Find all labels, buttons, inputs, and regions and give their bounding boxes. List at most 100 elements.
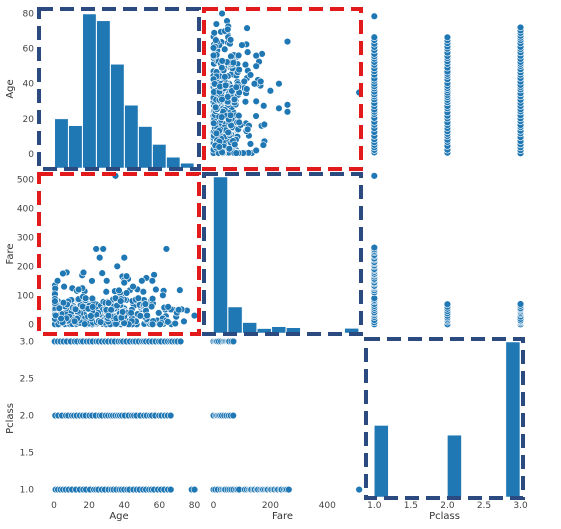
x-tick-label-age: 60	[154, 501, 166, 511]
scatter-point-fare-age	[229, 58, 238, 67]
x-axis-label-fare: Fare	[272, 511, 293, 522]
scatter-point-fare-age	[212, 20, 221, 28]
hist-bar-age-5	[124, 104, 139, 169]
scatter-point-age-fare	[134, 294, 143, 302]
scatter-point-fare-age	[252, 62, 260, 70]
scatter-point-fare-age	[230, 95, 239, 104]
scatter-point-fare-age	[260, 102, 268, 110]
scatter-point-fare-age	[218, 113, 226, 121]
y-tick-label-pclass: 3.0	[20, 337, 35, 347]
scatter-point-fare-age	[235, 65, 243, 74]
hist-bar-age-9	[180, 162, 195, 169]
x-tick-label-pclass: 2.0	[440, 501, 455, 511]
scatter-point-fare-age	[212, 36, 220, 44]
scatter-point-fare-age	[226, 36, 235, 44]
scatter-point-age-fare	[152, 285, 160, 294]
hist-bar-age-1	[68, 125, 83, 169]
scatter-point-fare-age	[212, 129, 221, 138]
x-tick-label-pclass: 2.5	[477, 501, 491, 511]
y-tick-label-pclass: 2.5	[20, 375, 34, 385]
scatter-point-fare-age	[215, 143, 223, 151]
y-tick-label-fare: 300	[17, 233, 34, 243]
scatter-point-age-fare	[164, 303, 172, 311]
x-tick-label-pclass: 1.0	[367, 501, 382, 511]
scatter-point-fare-age	[212, 103, 220, 112]
y-tick-label-pclass: 1.0	[20, 486, 35, 496]
scatter-point-age-pclass	[167, 485, 175, 494]
scatter-point-age-fare	[174, 306, 183, 314]
x-tick-label-fare: 200	[262, 501, 279, 511]
scatter-point-fare-age	[257, 77, 265, 86]
hist-bar-age-7	[152, 144, 167, 169]
highlight-box-red	[37, 172, 201, 336]
scatter-point-age-fare	[95, 253, 104, 262]
scatter-point-age-fare	[51, 297, 59, 305]
scatter-point-fare-age	[252, 112, 260, 120]
scatter-point-age-fare	[115, 286, 123, 295]
x-tick-label-pclass: 3.0	[513, 501, 528, 511]
scatter-point-pclass-age	[370, 33, 379, 41]
scatter-point-fare-age	[210, 119, 218, 127]
scatter-point-age-fare	[120, 253, 128, 262]
scatter-point-age-fare	[96, 318, 105, 326]
y-tick-label-pclass: 2.0	[20, 412, 35, 422]
hist-bar-age-4	[110, 64, 125, 169]
scatter-point-fare-age	[241, 60, 250, 69]
scatter-point-age-fare	[136, 312, 145, 320]
scatter-point-fare-age	[225, 145, 233, 153]
scatter-point-age-fare	[87, 312, 95, 320]
scatter-point-fare-age	[235, 118, 243, 127]
scatter-point-age-fare	[190, 311, 199, 320]
scatter-point-age-fare	[122, 289, 131, 297]
highlight-box-blue	[364, 337, 525, 500]
scatter-point-age-fare	[81, 320, 89, 328]
scatter-point-fare-age	[224, 25, 232, 34]
scatter-point-age-fare	[70, 317, 79, 326]
scatter-point-fare-age	[218, 95, 226, 104]
scatter-point-pclass-fare	[370, 243, 379, 252]
x-tick-label-age: 80	[189, 501, 201, 511]
scatter-point-fare-age	[221, 81, 230, 90]
scatter-point-fare-age	[243, 24, 251, 32]
scatter-point-fare-age	[210, 29, 218, 37]
scatter-point-fare-age	[221, 73, 229, 81]
x-tick-label-fare: 0	[211, 501, 217, 511]
scatter-point-age-fare	[122, 272, 131, 280]
scatter-point-age-fare	[60, 282, 68, 291]
hist-bar-fare-3	[256, 328, 272, 334]
scatter-point-fare-age	[260, 120, 269, 129]
scatter-point-age-fare	[79, 268, 88, 277]
scatter-point-age-pclass	[166, 411, 175, 420]
x-tick-label-age: 20	[83, 501, 95, 511]
scatter-point-age-fare	[81, 294, 90, 302]
scatter-point-fare-age	[259, 141, 268, 149]
hist-bar-age-3	[96, 20, 111, 169]
scatter-point-fare-pclass	[229, 411, 237, 420]
scatter-point-age-fare	[176, 286, 184, 294]
scatter-point-pclass-age	[443, 33, 452, 42]
y-tick-label-fare: 200	[17, 262, 34, 272]
scatter-point-age-fare	[98, 269, 106, 277]
scatter-point-fare-age	[283, 37, 292, 46]
scatter-point-pclass-age	[516, 23, 525, 32]
scatter-point-fare-age	[232, 83, 240, 91]
scatter-point-fare-age	[283, 108, 292, 116]
scatter-point-age-fare	[88, 277, 96, 285]
x-tick-label-age: 40	[119, 501, 131, 511]
scatter-point-age-fare	[113, 262, 121, 271]
scatter-point-age-fare	[99, 245, 107, 253]
scatter-point-age-fare	[129, 282, 137, 291]
scatter-point-age-fare	[118, 308, 127, 316]
x-axis-label-age: Age	[109, 511, 128, 522]
scatter-point-pclass-fare	[370, 172, 379, 180]
hist-bar-pclass-9	[505, 341, 521, 498]
scatter-point-age-fare	[59, 269, 67, 278]
scatter-point-age-fare	[162, 245, 171, 253]
scatter-point-fare-age	[224, 128, 232, 137]
scatter-point-fare-pclass	[355, 485, 363, 494]
y-tick-label-age: 80	[23, 10, 35, 20]
scatter-point-age-fare	[127, 309, 135, 317]
scatter-point-fare-age	[246, 71, 255, 79]
scatter-point-fare-age	[234, 51, 243, 60]
hist-bar-age-8	[166, 156, 181, 169]
